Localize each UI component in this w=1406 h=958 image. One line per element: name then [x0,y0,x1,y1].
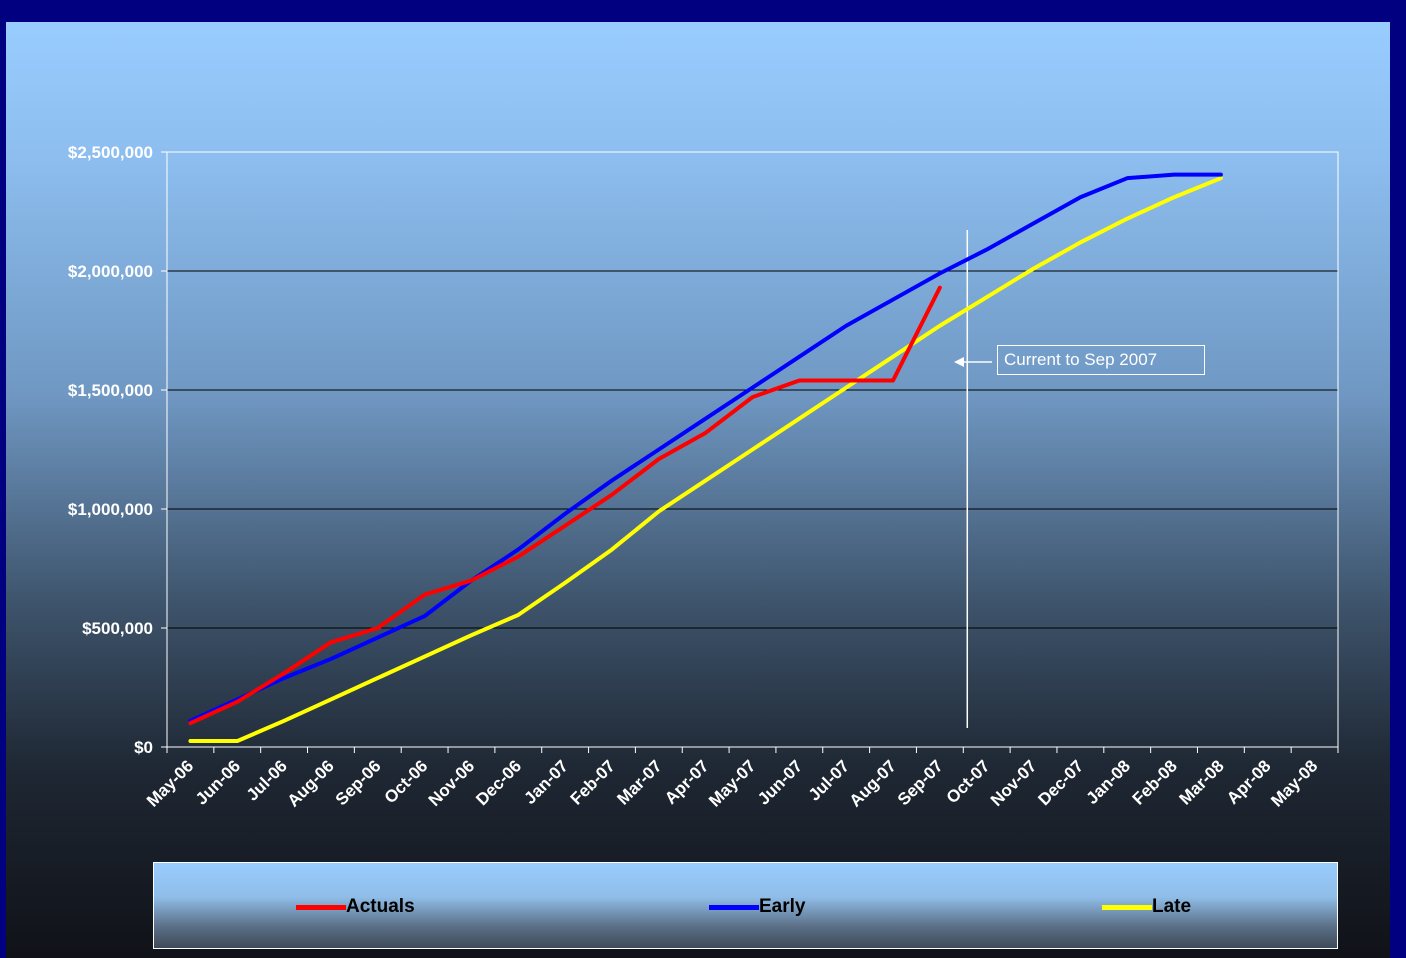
annotation-text: Current to Sep 2007 [1004,350,1158,369]
current-date-annotation: Current to Sep 2007 [997,345,1205,375]
x-tick-labels: May-06Jun-06Jul-06Aug-06Sep-06Oct-06Nov-… [143,756,1321,810]
x-tick-label: Feb-08 [1129,756,1181,808]
plot-area-border [166,151,1339,748]
annotation-arrow-head [954,357,964,367]
x-tick-label: May-08 [1267,756,1321,810]
x-tick-label: Jan-07 [520,756,572,808]
x-tick-label: Apr-08 [1223,756,1275,808]
x-tick-label: Apr-07 [661,756,713,808]
x-tick-label: May-06 [143,756,197,810]
x-tick-label: Oct-06 [381,756,432,807]
x-tick-label: Jan-08 [1083,756,1135,808]
x-tick-label: Dec-06 [472,756,525,809]
x-tick-label: Nov-07 [987,756,1041,810]
legend-swatch-early [709,904,759,910]
y-tick-label: $1,500,000 [68,381,153,400]
x-tick-label: Dec-07 [1034,756,1087,809]
legend: Actuals Early Late [153,862,1338,949]
x-tick-label: Mar-08 [1176,756,1228,808]
series-lines [188,172,1223,744]
x-tick-label: Aug-06 [284,756,338,810]
legend-item-early: Early [709,896,805,918]
x-tick-label: Jun-06 [192,756,244,808]
x-tick-label: Mar-07 [613,756,665,808]
current-marker [954,230,992,728]
y-tick-label: $500,000 [82,619,153,638]
legend-label-actuals: Actuals [346,896,415,917]
x-tick-label: Jun-07 [754,756,806,808]
legend-swatch-late [1102,904,1152,910]
legend-label-early: Early [759,896,806,917]
y-tick-label: $2,500,000 [68,143,153,162]
x-tick-label: Aug-07 [846,756,900,810]
x-tick-label: Sep-07 [894,756,947,809]
x-tick-label: Nov-06 [425,756,479,810]
legend-swatch-actuals [296,904,346,910]
legend-item-late: Late [1102,896,1191,918]
series-line-actuals [188,285,942,726]
series-line-late [188,176,1223,744]
x-tick-label: May-07 [705,756,759,810]
chart-panel [6,22,1390,958]
x-tick-label: Sep-06 [332,756,385,809]
x-tick-label: Feb-07 [567,756,619,808]
axes [161,151,1339,753]
y-tick-label: $2,000,000 [68,262,153,281]
legend-item-actuals: Actuals [296,896,415,918]
y-tick-label: $0 [134,738,153,757]
x-tick-label: Oct-07 [943,756,994,807]
y-tick-labels: $0 $500,000 $1,000,000 $1,500,000 $2,000,000… [68,143,153,757]
y-tick-label: $1,000,000 [68,500,153,519]
legend-label-late: Late [1152,896,1192,917]
series-line-early [188,172,1223,723]
